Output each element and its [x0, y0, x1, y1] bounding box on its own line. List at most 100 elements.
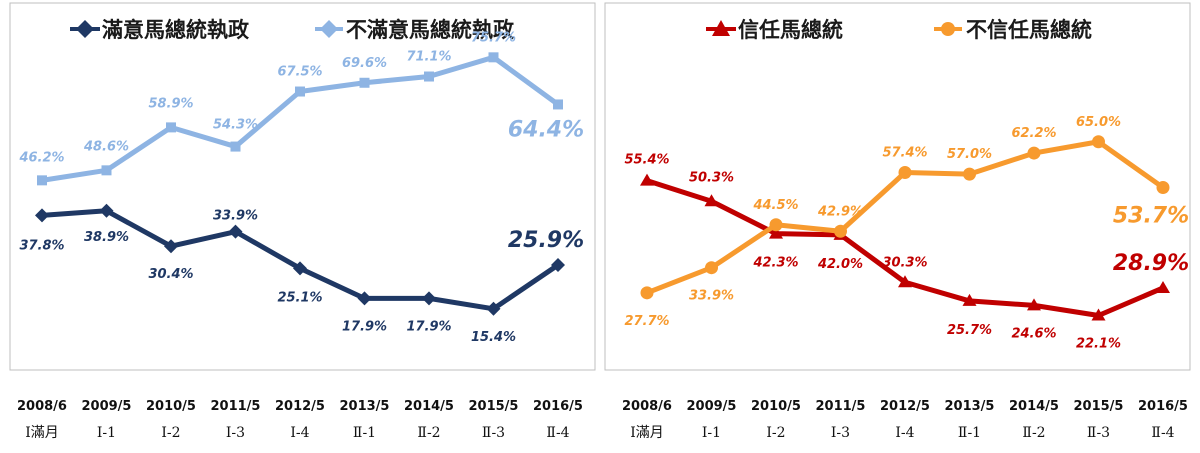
data-point — [37, 175, 47, 186]
data-point — [1027, 146, 1041, 160]
x-tick-sublabel: Ⅰ-2 — [161, 425, 180, 441]
x-tick-label: 2014/5 — [1009, 399, 1059, 414]
data-point — [230, 141, 241, 152]
data-label: 30.3% — [882, 255, 927, 270]
data-label: 64.4% — [508, 117, 584, 142]
data-point — [963, 167, 976, 181]
legend: 信任馬總統 不信任馬總統 — [706, 18, 1092, 42]
legend: 滿意馬總統執政 不滿意馬總統執政 — [70, 18, 515, 42]
legend-item-satisfied: 滿意馬總統執政 — [70, 18, 250, 42]
data-point — [166, 122, 176, 133]
legend-marker-diamond — [76, 20, 94, 38]
x-tick-label: 2011/5 — [211, 399, 261, 414]
x-tick-sublabel: Ⅰ-4 — [895, 425, 914, 441]
chart-frame — [604, 2, 1191, 371]
x-tick-sublabel: Ⅰ-1 — [97, 425, 116, 441]
plot-area: 37.8% 38.9% 30.4% 33.9% 25.1% 17.9% 17.9% 15.4%… — [18, 30, 584, 344]
legend-label-satisfied: 滿意馬總統執政 — [102, 18, 250, 42]
series-0: 37.8% 38.9% 30.4% 33.9% 25.1% 17.9% 17.9% 15.4%… — [19, 203, 584, 345]
trust-chart: 信任馬總統 不信任馬總統 55.4% 50.3% 42.3% 42.0% 30.3% 25… — [604, 2, 1191, 441]
data-label: 28.9% — [1113, 251, 1189, 276]
x-tick-sublabel: Ⅰ-2 — [766, 425, 785, 441]
x-tick-label: 2016/5 — [533, 399, 583, 414]
category-axis: 2008/6 Ⅰ滿月 2009/5 Ⅰ-1 2010/5 Ⅰ-2 2011/5 Ⅰ-3 2012… — [17, 399, 583, 441]
x-tick-label: 2008/6 — [622, 399, 672, 414]
x-tick-sublabel: Ⅱ-1 — [353, 425, 376, 441]
data-point — [551, 257, 565, 272]
data-label: 75.7% — [471, 30, 516, 45]
data-point — [295, 86, 305, 97]
x-tick-sublabel: Ⅰ滿月 — [630, 425, 664, 441]
data-point — [640, 173, 654, 186]
chart-frame — [9, 2, 596, 371]
data-label: 55.4% — [624, 153, 669, 168]
data-label: 42.0% — [817, 257, 863, 272]
x-tick-sublabel: Ⅱ-2 — [417, 425, 440, 441]
legend-marker-diamond — [320, 20, 338, 38]
x-tick-sublabel: Ⅰ-3 — [226, 425, 245, 441]
satisfaction-chart: 滿意馬總統執政 不滿意馬總統執政 37.8% 38.9% 30.4% 33.9% 25.… — [9, 2, 596, 441]
data-label: 57.4% — [882, 146, 927, 161]
x-tick-sublabel: Ⅰ滿月 — [25, 425, 59, 441]
x-tick-sublabel: Ⅱ-2 — [1022, 425, 1045, 441]
x-tick-sublabel: Ⅰ-1 — [702, 425, 721, 441]
data-label: 58.9% — [148, 96, 193, 111]
data-point — [99, 203, 114, 218]
data-label: 27.7% — [624, 314, 669, 329]
x-tick-label: 2011/5 — [816, 399, 866, 414]
x-tick-label: 2009/5 — [82, 399, 132, 414]
legend-marker-circle — [941, 22, 955, 36]
data-point — [834, 224, 847, 238]
data-label: 50.3% — [689, 170, 734, 185]
x-tick-sublabel: Ⅱ-3 — [482, 425, 505, 441]
data-point — [704, 194, 719, 207]
data-point — [898, 166, 912, 180]
data-label: 17.9% — [406, 319, 451, 334]
x-tick-label: 2013/5 — [945, 399, 995, 414]
data-label: 38.9% — [84, 230, 129, 245]
legend-item-dissatisfied: 不滿意馬總統執政 — [315, 18, 515, 42]
data-label: 65.0% — [1076, 115, 1121, 130]
data-point — [293, 261, 307, 276]
legend-item-trust: 信任馬總統 — [706, 18, 843, 42]
data-point — [101, 165, 112, 176]
data-label: 37.8% — [19, 238, 64, 253]
x-tick-sublabel: Ⅰ-4 — [290, 425, 309, 441]
x-tick-label: 2009/5 — [687, 399, 737, 414]
data-label: 15.4% — [471, 330, 516, 345]
category-axis: 2008/6 Ⅰ滿月 2009/5 Ⅰ-1 2010/5 Ⅰ-2 2011/5 Ⅰ-3 2012… — [622, 399, 1188, 441]
series-1: 27.7% 33.9% 44.5% 42.9% 57.4% 57.0% 62.2% 65.0%… — [624, 115, 1189, 329]
x-tick-label: 2014/5 — [404, 399, 454, 414]
data-label: 25.9% — [508, 228, 584, 253]
data-label: 44.5% — [752, 198, 798, 213]
x-tick-label: 2010/5 — [146, 399, 196, 414]
data-point — [769, 218, 783, 232]
data-label: 62.2% — [1011, 126, 1056, 141]
legend-label-distrust: 不信任馬總統 — [966, 18, 1092, 42]
data-label: 24.6% — [1011, 326, 1056, 341]
series-1: 46.2% 48.6% 58.9% 54.3% 67.5% 69.6% 71.1% 75.7%… — [18, 30, 584, 186]
data-point — [357, 291, 372, 306]
data-label: 30.4% — [148, 267, 193, 282]
data-point — [486, 301, 501, 316]
data-point — [1156, 181, 1170, 195]
x-tick-label: 2016/5 — [1138, 399, 1188, 414]
data-label: 42.9% — [817, 204, 863, 219]
data-point — [35, 208, 49, 223]
data-point — [769, 226, 783, 239]
x-tick-label: 2012/5 — [275, 399, 325, 414]
data-point — [553, 99, 563, 110]
data-point — [1091, 308, 1106, 321]
data-label: 42.3% — [752, 256, 798, 271]
data-point — [228, 224, 243, 239]
legend-marker-triangle — [712, 20, 730, 36]
data-point — [359, 77, 370, 88]
legend-label-dissatisfied: 不滿意馬總統執政 — [346, 18, 515, 42]
data-label: 69.6% — [342, 56, 387, 71]
x-tick-label: 2012/5 — [880, 399, 930, 414]
data-point — [424, 71, 434, 82]
data-point — [164, 239, 178, 254]
x-tick-label: 2010/5 — [751, 399, 801, 414]
legend-item-distrust: 不信任馬總統 — [934, 18, 1092, 42]
